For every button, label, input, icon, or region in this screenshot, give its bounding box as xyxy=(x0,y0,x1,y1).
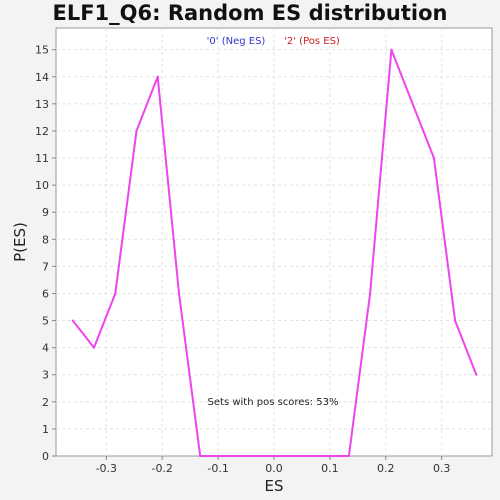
y-axis-label: P(ES) xyxy=(11,222,29,262)
data-point xyxy=(369,292,372,295)
x-tick-label: 0.2 xyxy=(377,462,395,475)
y-tick-label: 11 xyxy=(35,152,49,165)
y-tick-label: 2 xyxy=(42,396,49,409)
data-point xyxy=(114,292,117,295)
annotation-pos-scores: Sets with pos scores: 53% xyxy=(208,397,339,408)
y-tick-label: 0 xyxy=(42,450,49,463)
x-axis-label: ES xyxy=(265,477,284,495)
y-tick-label: 4 xyxy=(42,342,49,355)
data-point xyxy=(347,455,350,457)
data-point xyxy=(199,455,202,457)
data-point xyxy=(284,455,287,457)
data-point xyxy=(71,319,74,322)
x-tick-label: -0.1 xyxy=(207,462,228,475)
chart-title: ELF1_Q6: Random ES distribution xyxy=(52,1,448,25)
y-tick-label: 5 xyxy=(42,315,49,328)
data-point xyxy=(454,319,457,322)
y-tick-label: 14 xyxy=(35,71,49,84)
y-tick-label: 9 xyxy=(42,206,49,219)
y-tick-label: 8 xyxy=(42,233,49,246)
y-tick-label: 12 xyxy=(35,125,49,138)
x-tick-label: -0.3 xyxy=(96,462,117,475)
y-tick-label: 3 xyxy=(42,369,49,382)
y-tick-label: 7 xyxy=(42,260,49,273)
x-tick-label: -0.2 xyxy=(151,462,172,475)
data-point xyxy=(135,129,138,132)
series-layer xyxy=(71,48,478,457)
y-tick-label: 6 xyxy=(42,287,49,300)
x-tick-label: 0.1 xyxy=(321,462,339,475)
legend-pos-es: '2' (Pos ES) xyxy=(284,36,340,47)
data-point xyxy=(177,292,180,295)
data-point xyxy=(390,48,393,51)
data-point xyxy=(220,455,223,457)
x-tick-label: 0.0 xyxy=(265,462,283,475)
y-tick-label: 10 xyxy=(35,179,49,192)
y-tick-label: 13 xyxy=(35,98,49,111)
y-tick-label: 1 xyxy=(42,423,49,436)
data-point xyxy=(305,455,308,457)
x-tick-label: 0.3 xyxy=(433,462,451,475)
data-point xyxy=(411,102,414,105)
data-point xyxy=(262,455,265,457)
data-point xyxy=(93,346,96,349)
y-tick-label: 15 xyxy=(35,44,49,57)
series-line xyxy=(72,48,478,457)
data-point xyxy=(241,455,244,457)
x-axis-ticks: -0.3 -0.2 -0.1 0.0 0.1 0.2 0.3 xyxy=(96,456,451,475)
data-point xyxy=(156,75,159,78)
data-point xyxy=(432,157,435,160)
data-point xyxy=(475,373,478,376)
legend-neg-es: '0' (Neg ES) xyxy=(207,36,266,47)
data-point xyxy=(326,455,329,457)
